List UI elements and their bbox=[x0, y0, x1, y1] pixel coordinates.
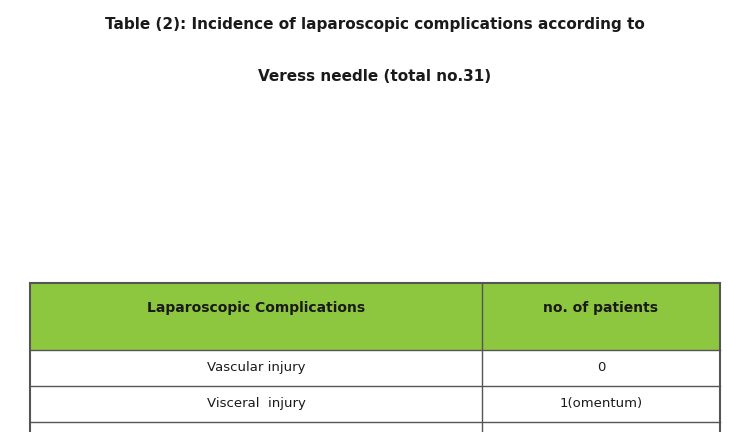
Bar bbox=[30, 350, 720, 432]
Text: Vascular injury: Vascular injury bbox=[207, 361, 305, 375]
Bar bbox=[30, 283, 720, 350]
Text: Visceral  injury: Visceral injury bbox=[206, 397, 305, 410]
Text: Laparoscopic Complications: Laparoscopic Complications bbox=[147, 302, 365, 315]
Bar bbox=[30, 283, 720, 432]
Text: 0: 0 bbox=[597, 361, 605, 375]
Text: 1(omentum): 1(omentum) bbox=[560, 397, 643, 410]
Text: no. of patients: no. of patients bbox=[544, 302, 658, 315]
Text: Veress needle (total no.31): Veress needle (total no.31) bbox=[259, 69, 491, 84]
Text: Table (2): Incidence of laparoscopic complications according to: Table (2): Incidence of laparoscopic com… bbox=[105, 17, 645, 32]
